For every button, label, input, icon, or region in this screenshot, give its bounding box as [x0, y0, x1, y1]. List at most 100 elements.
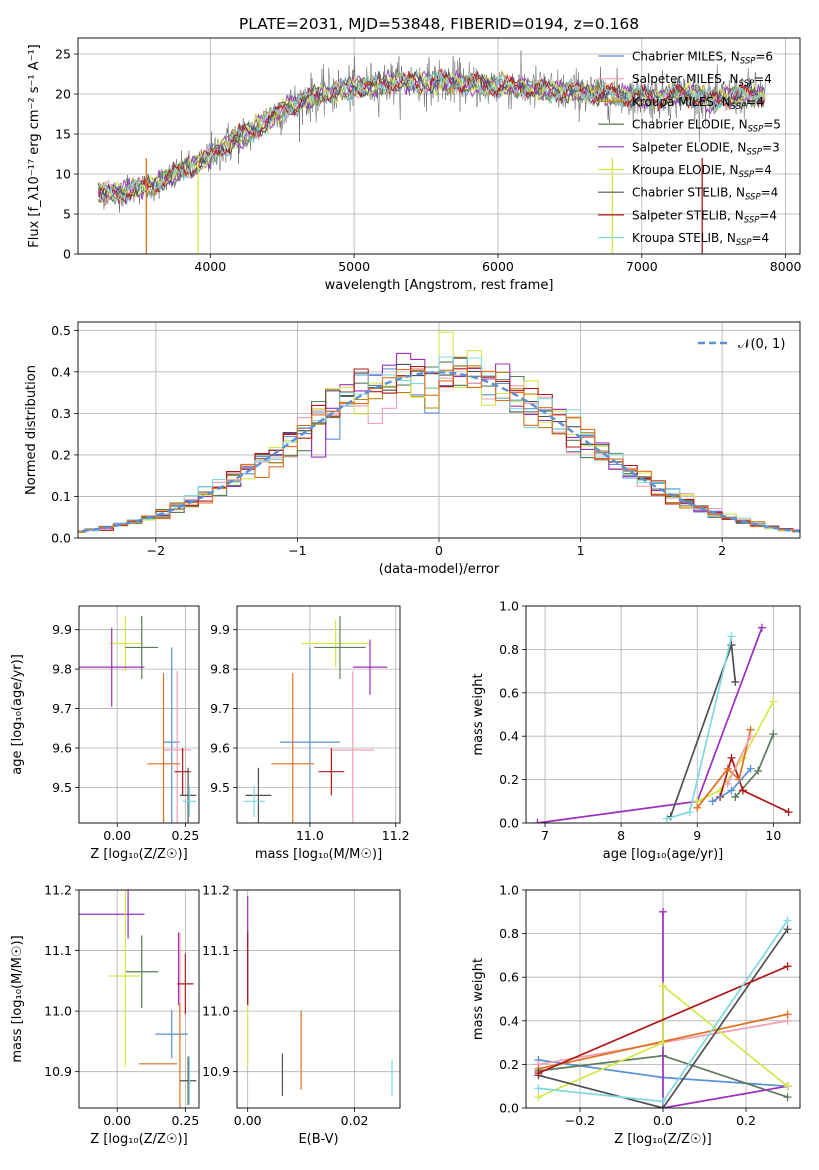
y-tick-label: 0.2	[499, 1057, 519, 1072]
legend-label-count: =3	[762, 140, 780, 154]
plot-area	[534, 907, 792, 1108]
x-tick-label: 9	[693, 828, 701, 843]
panel-7: −0.2 0.0 0.2 0.0 0.2 0.4 0.6 0.8 1.0 Z [log₁₀(Z/Z…	[471, 883, 801, 1147]
weight-marker	[757, 623, 766, 632]
weight-marker	[783, 1082, 792, 1091]
model-line-7	[97, 67, 766, 204]
axes-frame	[236, 605, 401, 824]
model-line-8	[97, 71, 766, 203]
x-axis-label: age [log₁₀(age/yr)]	[603, 847, 724, 862]
legend-label: Chabrier STELIB, NSSP=4	[632, 186, 778, 203]
y-tick-label: 15	[55, 127, 71, 142]
x-tick-label: 4000	[194, 259, 226, 274]
y-tick-label: 9.7	[210, 701, 230, 716]
x-tick-label: 0.2	[736, 1113, 756, 1128]
plot-area	[533, 623, 793, 823]
x-tick-label: 0.25	[171, 828, 199, 843]
y-tick-label: 0.6	[499, 685, 519, 700]
x-tick-label: 2	[718, 543, 726, 558]
panel-2: 0.00 0.25 9.5 9.6 9.7 9.8 9.9 Z [log₁₀(Z/Z☉)] ag…	[10, 605, 200, 862]
x-tick-label: 8000	[770, 259, 802, 274]
weight-marker	[738, 786, 747, 795]
y-tick-label: 0.4	[499, 729, 519, 744]
legend-label-count: =4	[761, 186, 779, 200]
panel-1: −2 −1 0 1 2 0.0 0.1 0.2 0.3 0.4 0.5 (data-model)/er…	[24, 321, 801, 577]
axes-frame	[78, 605, 200, 824]
axes-frame	[236, 889, 401, 1109]
x-tick-label: 0.0	[653, 1113, 673, 1128]
y-tick-label: 0	[63, 247, 71, 262]
weight-marker	[723, 779, 732, 788]
y-tick-label: 9.5	[210, 780, 230, 795]
y-tick-label: 0.0	[499, 1101, 519, 1116]
legend-label-sub: SSP	[739, 170, 755, 180]
x-axis-label: Z [log₁₀(Z/Z☉)]	[90, 847, 187, 862]
legend-label-count: =4	[754, 72, 772, 86]
weight-marker	[731, 677, 740, 686]
y-tick-label: 11.1	[44, 943, 72, 958]
legend-label-main: Chabrier ELODIE, N	[632, 118, 748, 132]
y-tick-label: 0.8	[499, 642, 519, 657]
panel-0: 4000 5000 6000 7000 8000 0 5 10 15 20 25 wavelength…	[27, 15, 802, 293]
x-tick-label: −0.2	[565, 1113, 595, 1128]
y-tick-label: 11.2	[44, 883, 72, 898]
legend-label-sub: SSP	[748, 125, 764, 135]
weight-marker	[784, 808, 793, 817]
weight-marker	[708, 797, 717, 806]
weight-marker	[783, 1093, 792, 1102]
y-tick-label: 10.9	[44, 1064, 72, 1079]
weight-marker	[534, 1093, 543, 1102]
weight-marker	[723, 764, 732, 773]
x-axis-label: mass [log₁₀(M/M☉)]	[255, 847, 382, 862]
weight-marker	[659, 1038, 667, 1047]
weight-marker	[533, 819, 542, 823]
weight-marker	[754, 766, 763, 775]
legend-label-main: Chabrier MILES, N	[632, 50, 740, 64]
weight-marker	[727, 786, 736, 795]
weight-line-0	[537, 627, 763, 823]
panel-5: 0.00 0.25 10.9 11.0 11.1 11.2 Z [log₁₀(Z/Z☉)] m…	[10, 883, 200, 1147]
x-axis-label: (data-model)/error	[379, 562, 500, 577]
legend-label-main: Chabrier STELIB, N	[632, 186, 745, 200]
weight-line-8	[726, 735, 752, 785]
legend-label-main: Salpeter ELODIE, N	[632, 140, 746, 154]
plot-area	[247, 896, 393, 1096]
x-tick-label: 10	[765, 828, 781, 843]
weight-marker	[783, 962, 792, 971]
y-tick-label: 10.9	[202, 1064, 230, 1079]
axes-frame	[77, 37, 801, 255]
weight-line-5	[719, 755, 789, 813]
y-tick-label: 11.2	[202, 883, 230, 898]
legend-label-sub: SSP	[744, 215, 760, 225]
weight-marker	[769, 697, 778, 706]
axes-frame	[78, 889, 200, 1109]
y-tick-label: 0.2	[499, 772, 519, 787]
legend-label-main: Salpeter MILES, N	[632, 72, 739, 86]
axes-frame	[77, 321, 801, 539]
legend-label-sub: SSP	[736, 238, 752, 248]
y-tick-label: 0.4	[499, 1013, 519, 1028]
weight-marker	[783, 1010, 792, 1019]
y-tick-label: 0.1	[51, 489, 71, 504]
legend-label: Kroupa ELODIE, NSSP=4	[632, 163, 772, 180]
chart-title: PLATE=2031, MJD=53848, FIBERID=0194, z=0…	[239, 15, 639, 33]
y-tick-label: 0.3	[51, 406, 71, 421]
legend-label: 𝒩(0, 1)	[738, 337, 785, 352]
x-axis-label: Z [log₁₀(Z/Z☉)]	[614, 1132, 711, 1147]
y-axis-label: mass weight	[471, 673, 486, 755]
y-axis-label: age [log₁₀(age/yr)]	[10, 654, 25, 775]
x-tick-label: 5000	[338, 259, 370, 274]
x-tick-label: 7000	[626, 259, 658, 274]
legend-label: Kroupa MILES, NSSP=4	[632, 95, 764, 112]
legend-label-count: =4	[754, 163, 772, 177]
legend-label: Salpeter MILES, NSSP=4	[632, 72, 772, 89]
x-tick-label: 11.0	[296, 828, 324, 843]
weight-marker	[746, 764, 755, 773]
legend-label-sub: SSP	[731, 102, 747, 112]
y-tick-label: 5	[63, 207, 71, 222]
y-tick-label: 20	[55, 87, 71, 102]
weight-marker	[662, 814, 671, 823]
weight-marker	[746, 732, 755, 741]
weight-marker	[659, 1097, 667, 1106]
